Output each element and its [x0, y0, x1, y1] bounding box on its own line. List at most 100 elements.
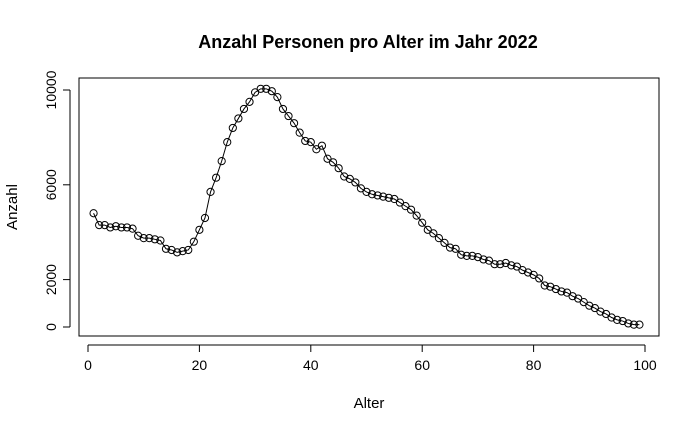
- data-point: [451, 244, 460, 253]
- data-point: [523, 268, 533, 277]
- data-point: [384, 193, 393, 202]
- x-tick-label: 0: [84, 357, 92, 373]
- data-point: [457, 250, 466, 259]
- data-point: [340, 172, 349, 181]
- y-tick-label: 6000: [43, 169, 59, 200]
- data-point: [301, 136, 310, 146]
- data-point: [206, 187, 215, 197]
- x-tick-label: 100: [633, 357, 657, 373]
- data-point: [150, 235, 159, 244]
- x-axis: 0 20 40 60 80 100: [84, 344, 657, 373]
- data-point: [373, 191, 382, 200]
- x-tick-label: 40: [303, 357, 319, 373]
- data-point: [501, 258, 510, 268]
- data-point: [178, 247, 187, 256]
- data-point: [635, 320, 644, 329]
- x-axis-label: Alter: [354, 395, 385, 412]
- data-point: [234, 114, 243, 123]
- data-point: [507, 261, 516, 270]
- data-point: [95, 220, 104, 230]
- data-point: [267, 87, 276, 96]
- data-point: [412, 211, 421, 220]
- data-point: [200, 213, 210, 223]
- data-point: [434, 234, 444, 243]
- data-point: [145, 234, 154, 243]
- x-tick-label: 80: [526, 357, 542, 373]
- data-point: [429, 229, 438, 238]
- data-point: [551, 284, 560, 294]
- data-point: [306, 138, 315, 147]
- data-point: [289, 119, 299, 128]
- data-point: [568, 292, 577, 301]
- data-point: [284, 111, 293, 121]
- data-point: [223, 138, 232, 147]
- data-point: [245, 97, 254, 106]
- data-point: [217, 157, 226, 166]
- data-point: [278, 104, 288, 114]
- data-point: [212, 173, 221, 182]
- data-point: [445, 243, 455, 252]
- data-point: [334, 164, 343, 173]
- data-point: [418, 218, 427, 227]
- data-point: [473, 252, 482, 262]
- data-point: [607, 313, 616, 322]
- data-point: [167, 245, 176, 255]
- data-point: [462, 251, 471, 260]
- data-point: [134, 231, 143, 240]
- data-point: [262, 84, 271, 93]
- data-point: [161, 244, 171, 253]
- data-point: [117, 223, 126, 232]
- y-tick-label: 10000: [43, 70, 59, 109]
- data-point: [490, 260, 499, 269]
- data-point: [468, 251, 477, 260]
- data-point: [440, 238, 449, 247]
- data-point: [613, 315, 622, 324]
- data-point: [122, 223, 132, 232]
- data-point: [518, 266, 527, 275]
- data-point: [406, 205, 416, 214]
- chart-title: Anzahl Personen pro Alter im Jahr 2022: [198, 32, 537, 52]
- data-point: [239, 104, 249, 114]
- data-point: [624, 319, 633, 328]
- series-line: [93, 88, 640, 326]
- data-point: [173, 248, 182, 257]
- y-tick-label: 2000: [43, 264, 59, 295]
- data-point: [295, 128, 304, 137]
- data-point: [89, 209, 98, 218]
- data-point: [585, 301, 594, 310]
- data-point: [629, 320, 638, 329]
- data-point: [111, 222, 120, 231]
- y-axis: 0 2000 6000 10000: [43, 70, 71, 331]
- y-axis-label: Anzahl: [4, 184, 21, 230]
- data-point: [546, 282, 555, 291]
- data-point: [106, 223, 115, 232]
- data-point: [317, 141, 327, 150]
- data-point: [496, 260, 505, 269]
- data-point: [596, 307, 605, 316]
- data-point: [228, 123, 237, 133]
- data-point: [379, 192, 388, 201]
- data-point: [362, 187, 371, 197]
- data-point: [540, 281, 549, 290]
- data-series: [89, 84, 644, 329]
- x-tick-label: 20: [192, 357, 208, 373]
- plot-frame: [78, 77, 660, 337]
- data-point: [189, 237, 198, 246]
- data-point: [128, 224, 137, 233]
- data-point: [618, 316, 627, 326]
- data-point: [273, 93, 282, 102]
- data-point: [139, 234, 148, 243]
- data-point: [156, 236, 165, 245]
- data-point: [184, 245, 193, 255]
- data-point: [256, 84, 265, 93]
- data-point: [367, 190, 377, 199]
- data-point: [328, 158, 338, 167]
- x-tick-label: 60: [414, 357, 430, 373]
- data-point: [351, 178, 360, 187]
- y-tick-label: 0: [43, 323, 59, 331]
- data-point: [557, 287, 566, 296]
- data-point: [535, 274, 544, 283]
- data-point: [479, 255, 488, 264]
- data-point: [100, 220, 109, 230]
